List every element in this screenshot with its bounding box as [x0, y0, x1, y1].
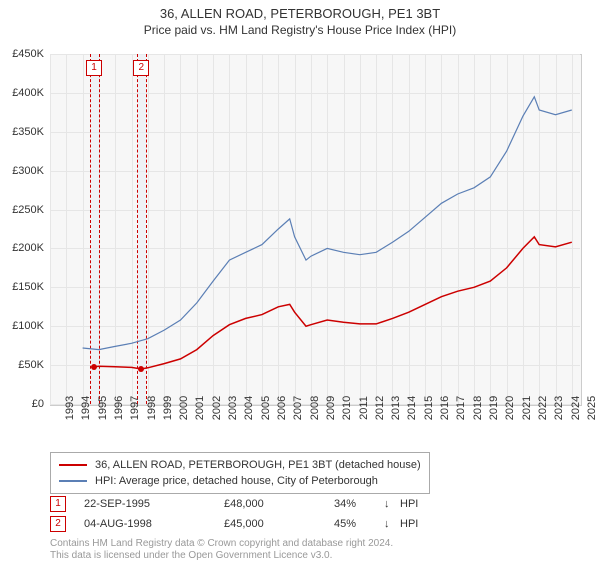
legend: 36, ALLEN ROAD, PETERBOROUGH, PE1 3BT (d… [50, 452, 430, 494]
transactions-table: 1 22-SEP-1995 £48,000 34% ↓ HPI 2 04-AUG… [50, 494, 440, 534]
plot-area: £0£50K£100K£150K£200K£250K£300K£350K£400… [50, 54, 580, 404]
footer-line: Contains HM Land Registry data © Crown c… [50, 538, 393, 550]
line-series-svg [50, 54, 580, 404]
legend-swatch [59, 464, 87, 466]
y-axis-label: £0 [32, 398, 44, 410]
transaction-marker: 1 [50, 496, 66, 512]
series-line [94, 237, 572, 369]
y-axis-label: £100K [12, 320, 44, 332]
y-axis-label: £200K [12, 242, 44, 254]
transaction-hpi-label: HPI [400, 518, 440, 530]
transaction-pct: 45% [334, 518, 384, 530]
band-marker: 1 [86, 60, 102, 76]
transaction-pct: 34% [334, 498, 384, 510]
y-axis-label: £150K [12, 281, 44, 293]
data-point-dot [91, 364, 97, 370]
legend-label: 36, ALLEN ROAD, PETERBOROUGH, PE1 3BT (d… [95, 459, 421, 471]
y-axis-label: £50K [18, 359, 44, 371]
y-axis-label: £400K [12, 87, 44, 99]
transaction-date: 22-SEP-1995 [84, 498, 224, 510]
transaction-price: £48,000 [224, 498, 334, 510]
legend-item: HPI: Average price, detached house, City… [59, 473, 421, 489]
y-axis-label: £450K [12, 48, 44, 60]
footer: Contains HM Land Registry data © Crown c… [50, 538, 393, 562]
band-marker: 2 [133, 60, 149, 76]
y-axis-label: £350K [12, 126, 44, 138]
x-axis-label: 2025 [572, 396, 598, 420]
series-line [83, 97, 572, 350]
transaction-date: 04-AUG-1998 [84, 518, 224, 530]
legend-label: HPI: Average price, detached house, City… [95, 475, 378, 487]
transaction-price: £45,000 [224, 518, 334, 530]
chart-subtitle: Price paid vs. HM Land Registry's House … [0, 23, 600, 37]
data-point-dot [138, 366, 144, 372]
down-arrow-icon: ↓ [384, 498, 400, 510]
y-axis-label: £250K [12, 204, 44, 216]
y-axis-label: £300K [12, 165, 44, 177]
chart-title: 36, ALLEN ROAD, PETERBOROUGH, PE1 3BT [0, 6, 600, 21]
transaction-row: 2 04-AUG-1998 £45,000 45% ↓ HPI [50, 514, 440, 534]
footer-line: This data is licensed under the Open Gov… [50, 550, 393, 562]
transaction-row: 1 22-SEP-1995 £48,000 34% ↓ HPI [50, 494, 440, 514]
legend-swatch [59, 480, 87, 482]
transaction-marker: 2 [50, 516, 66, 532]
chart-container: 36, ALLEN ROAD, PETERBOROUGH, PE1 3BT Pr… [0, 6, 600, 566]
down-arrow-icon: ↓ [384, 518, 400, 530]
legend-item: 36, ALLEN ROAD, PETERBOROUGH, PE1 3BT (d… [59, 457, 421, 473]
transaction-hpi-label: HPI [400, 498, 440, 510]
